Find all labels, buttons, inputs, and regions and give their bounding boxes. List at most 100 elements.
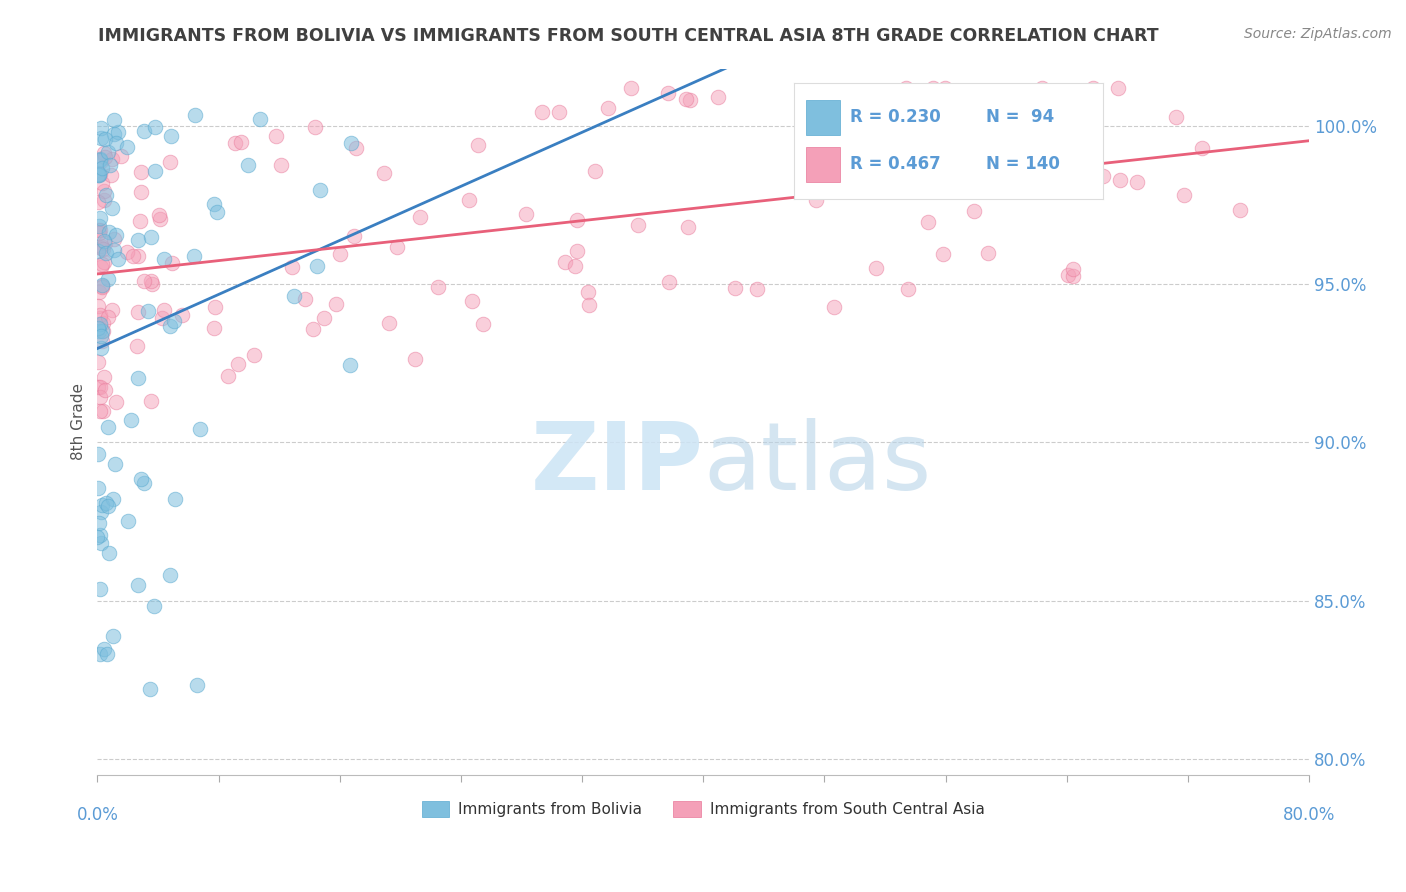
Point (97, 420, 120, 434)
Point (800, 104, 823, 119)
Point (89, 311, 111, 326)
Point (373, 166, 395, 180)
Point (127, 339, 149, 353)
Point (159, 568, 181, 582)
Point (679, 93, 702, 107)
Point (89, 167, 111, 181)
Point (131, 185, 153, 199)
Point (1091, 169, 1114, 184)
Point (134, 476, 156, 491)
Point (97, 310, 120, 325)
Text: IMMIGRANTS FROM BOLIVIA VS IMMIGRANTS FROM SOUTH CENTRAL ASIA 8TH GRADE CORRELAT: IMMIGRANTS FROM BOLIVIA VS IMMIGRANTS FR… (98, 27, 1159, 45)
Point (90, 280, 112, 294)
Point (94, 245, 117, 260)
Point (1173, 188, 1195, 202)
Point (1229, 202, 1251, 217)
Point (86, 481, 108, 495)
Point (977, 246, 1000, 260)
Text: 80.0%: 80.0% (1282, 806, 1336, 824)
Point (145, 120, 167, 134)
Point (567, 212, 589, 227)
Point (107, 252, 129, 266)
Point (325, 297, 347, 311)
Point (89, 308, 111, 322)
Point (302, 322, 325, 336)
Point (93, 642, 115, 657)
Point (894, 80, 917, 95)
Point (467, 137, 489, 152)
Point (627, 219, 650, 233)
Point (103, 127, 125, 141)
Point (1191, 141, 1213, 155)
Point (94, 132, 117, 146)
Point (159, 155, 181, 169)
Point (1031, 80, 1053, 95)
Point (340, 136, 363, 151)
Point (658, 276, 681, 290)
Point (87, 447, 110, 461)
Point (217, 369, 239, 384)
Point (149, 211, 172, 226)
Point (995, 172, 1018, 186)
Point (127, 305, 149, 319)
Point (1062, 261, 1084, 276)
Text: 0.0%: 0.0% (76, 806, 118, 824)
Point (91, 403, 114, 417)
Point (89, 318, 111, 332)
Point (89, 152, 111, 166)
Point (86, 244, 108, 258)
Point (89, 285, 111, 299)
Point (188, 422, 211, 436)
Text: ZIP: ZIP (530, 418, 703, 510)
Point (205, 205, 228, 219)
Point (142, 599, 165, 614)
Point (89, 226, 111, 240)
Point (104, 136, 127, 150)
Point (107, 125, 129, 139)
Point (202, 196, 225, 211)
Legend: Immigrants from Bolivia, Immigrants from South Central Asia: Immigrants from Bolivia, Immigrants from… (416, 796, 991, 823)
Point (426, 280, 449, 294)
Point (159, 318, 181, 333)
Point (90, 324, 112, 338)
Point (657, 87, 679, 101)
Point (461, 293, 484, 308)
Point (281, 260, 304, 274)
Point (329, 247, 352, 261)
Point (86, 168, 108, 182)
Point (87, 219, 110, 233)
Point (897, 123, 920, 137)
Point (148, 208, 170, 222)
Point (249, 112, 271, 126)
Point (101, 302, 124, 317)
Point (548, 104, 571, 119)
Point (143, 164, 166, 178)
Point (917, 214, 939, 228)
Point (132, 274, 155, 288)
Point (596, 101, 619, 115)
Point (184, 108, 207, 122)
Point (101, 492, 124, 507)
Point (94, 150, 117, 164)
Point (150, 310, 173, 325)
Point (93, 184, 115, 198)
Point (91, 242, 114, 256)
Point (294, 292, 316, 306)
Point (1109, 173, 1132, 187)
Point (90, 161, 112, 175)
Point (90, 120, 112, 135)
Point (565, 244, 588, 258)
Point (183, 249, 205, 263)
Point (104, 458, 127, 472)
Point (90, 342, 112, 356)
Point (1126, 175, 1149, 189)
Point (87, 355, 110, 369)
Point (93, 145, 115, 160)
Point (86, 222, 108, 236)
Point (409, 210, 432, 224)
Point (229, 136, 252, 150)
Point (97, 145, 120, 159)
Point (127, 233, 149, 247)
Point (576, 285, 599, 300)
Point (226, 357, 249, 371)
